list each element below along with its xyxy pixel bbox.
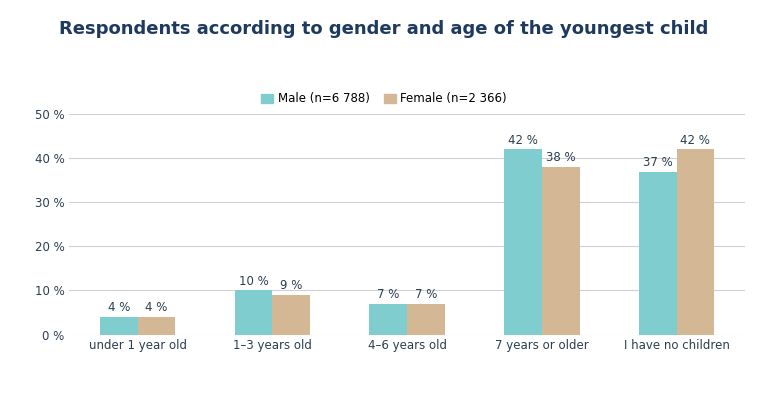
Text: 9 %: 9 %	[280, 279, 303, 292]
Bar	[100, 317, 137, 335]
Bar	[407, 304, 445, 335]
Text: 4 %: 4 %	[145, 301, 167, 314]
Bar	[541, 167, 580, 335]
Bar	[639, 171, 677, 335]
Legend: Male (n=6 788), Female (n=2 366): Male (n=6 788), Female (n=2 366)	[257, 87, 511, 110]
Text: 42 %: 42 %	[508, 134, 538, 147]
Text: 4 %: 4 %	[108, 301, 130, 314]
Bar	[677, 149, 714, 335]
Text: 7 %: 7 %	[415, 288, 437, 301]
Bar	[137, 317, 175, 335]
Bar	[234, 290, 273, 335]
Text: 7 %: 7 %	[377, 288, 399, 301]
Text: 37 %: 37 %	[643, 156, 673, 169]
Text: 10 %: 10 %	[239, 275, 268, 288]
Bar	[369, 304, 407, 335]
Text: Respondents according to gender and age of the youngest child: Respondents according to gender and age …	[59, 20, 709, 38]
Bar	[504, 149, 541, 335]
Text: 42 %: 42 %	[680, 134, 710, 147]
Text: 38 %: 38 %	[546, 151, 575, 164]
Bar	[273, 295, 310, 335]
